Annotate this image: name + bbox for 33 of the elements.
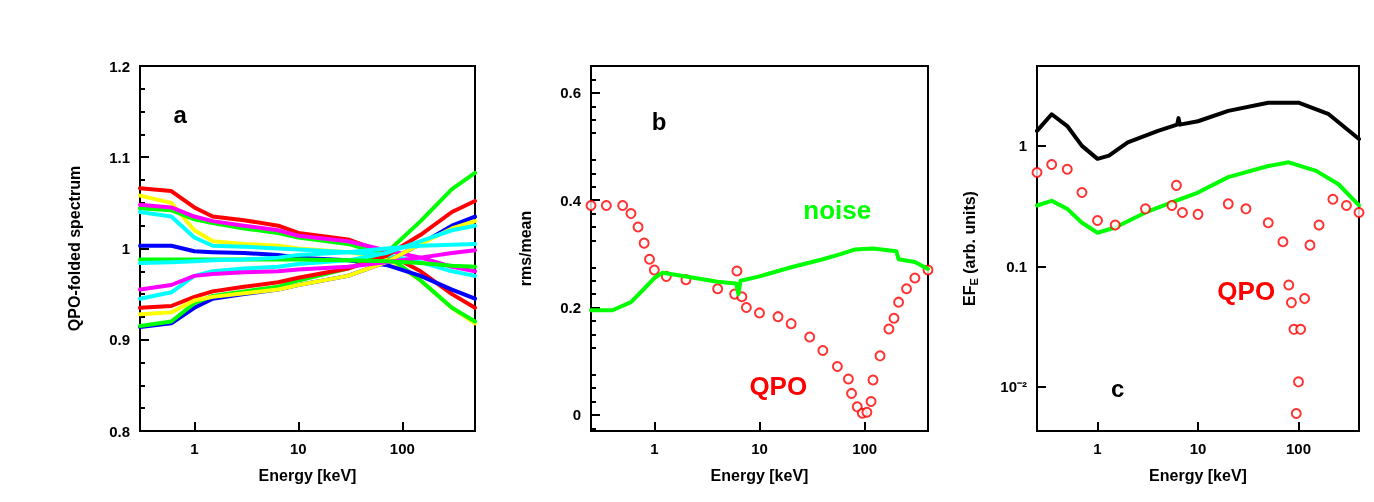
y-axis-title: QPO-folded spectrum <box>65 165 83 332</box>
x-tick-label: 10 <box>1189 440 1207 457</box>
series-label: noise <box>803 195 872 226</box>
x-tick-label: 10 <box>290 440 307 457</box>
annotation: b <box>651 108 667 136</box>
y-tick-label: 1 <box>121 240 130 257</box>
y-tick-label: 1.2 <box>109 57 130 75</box>
y-tick-label: 0.8 <box>109 422 130 440</box>
series-label: QPO <box>749 370 808 401</box>
x-tick-label: 100 <box>852 440 878 457</box>
y-tick-label: 1.1 <box>109 148 130 166</box>
y-tick-label: 1 <box>1018 137 1027 155</box>
x-tick-label: 100 <box>1285 440 1312 457</box>
x-tick-label: 1 <box>190 440 199 457</box>
x-tick-label: 100 <box>389 440 415 457</box>
x-axis-title: Energy [keV] <box>1149 466 1247 484</box>
x-tick-label: 1 <box>1093 440 1102 457</box>
x-axis-title: Energy [keV] <box>710 466 809 484</box>
x-tick-label: 1 <box>650 440 659 457</box>
x-tick-label: 10 <box>751 440 768 457</box>
annotation: a <box>173 101 188 128</box>
y-tick-label: 0.6 <box>560 84 581 102</box>
y-tick-label: 0 <box>572 406 581 424</box>
x-axis-title: Energy [keV] <box>258 466 357 484</box>
y-axis-title: rms/mean <box>516 210 534 287</box>
y-tick-label: 10⁻² <box>1000 378 1027 396</box>
y-tick-label: 0.1 <box>1006 257 1027 275</box>
y-tick-label: 0.4 <box>560 191 582 209</box>
annotation: c <box>1111 374 1125 402</box>
y-axis-title: EFE (arb. units) <box>961 191 980 306</box>
y-tick-label: 0.9 <box>109 331 130 349</box>
series-label: QPO <box>1217 275 1276 306</box>
y-tick-label: 0.2 <box>560 299 581 317</box>
